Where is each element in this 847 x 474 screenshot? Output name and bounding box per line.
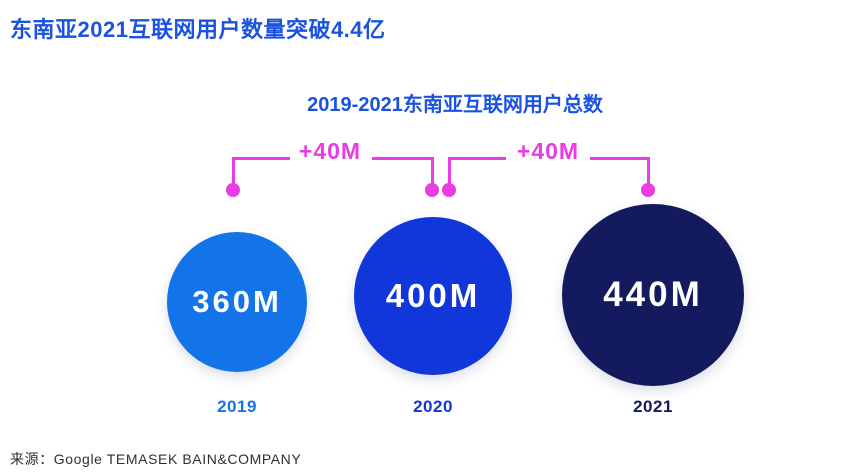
connector-line-segment: [372, 157, 433, 160]
connector-dot: [442, 183, 456, 197]
connector-line-segment: [449, 157, 506, 160]
chart-title: 2019-2021东南亚互联网用户总数: [307, 94, 603, 116]
bubble-value-2019: 360M: [192, 284, 282, 319]
bubble-2021: 440M: [562, 204, 744, 386]
connector-dot: [425, 183, 439, 197]
bubble-value-2021: 440M: [603, 275, 703, 314]
bubble-2019: 360M: [167, 232, 307, 372]
year-label-2019: 2019: [217, 397, 257, 416]
delta-label-2019-2020: +40M: [298, 138, 362, 164]
source-attribution: 来源：Google TEMASEK BAIN&COMPANY: [10, 451, 302, 467]
bubble-value-2020: 400M: [385, 277, 481, 314]
connector-dot: [641, 183, 655, 197]
delta-label-2020-2021: +40M: [516, 138, 580, 164]
connector-line-segment: [647, 157, 650, 186]
connector-line-segment: [590, 157, 649, 160]
connector-dot: [226, 183, 240, 197]
page-title: 东南亚2021互联网用户数量突破4.4亿: [10, 17, 386, 42]
year-label-2020: 2020: [413, 397, 453, 416]
connector-line-segment: [431, 157, 434, 186]
connector-line-segment: [448, 157, 451, 186]
bubble-2020: 400M: [354, 217, 512, 375]
connector-line-segment: [233, 157, 290, 160]
year-label-2021: 2021: [633, 397, 673, 416]
connector-line-segment: [232, 157, 235, 186]
